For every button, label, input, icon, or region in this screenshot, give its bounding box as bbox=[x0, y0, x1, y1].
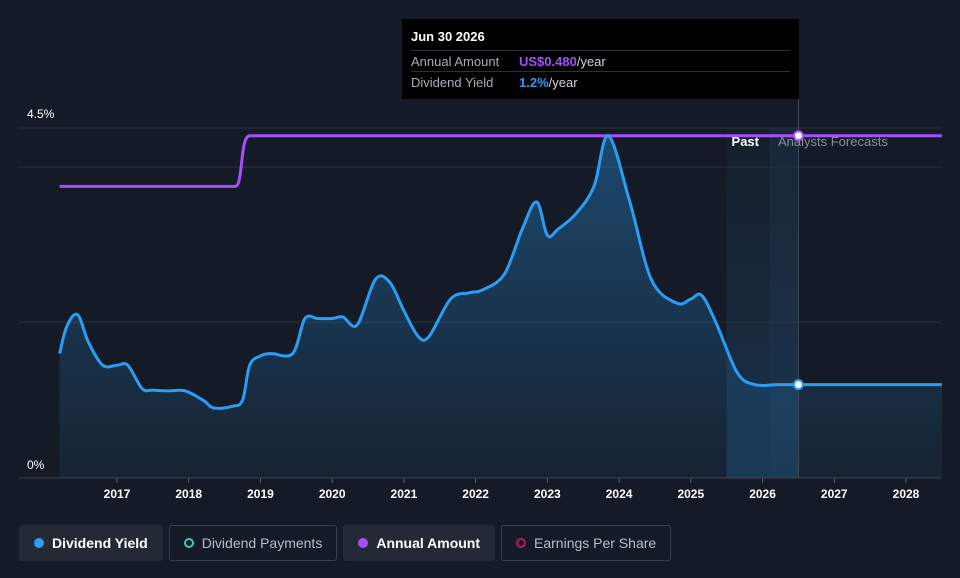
x-tick-label: 2026 bbox=[749, 487, 776, 501]
legend-annual-amount[interactable]: Annual Amount bbox=[343, 525, 496, 561]
chart-legend: Dividend Yield Dividend Payments Annual … bbox=[19, 525, 672, 561]
tooltip-dividend-yield-label: Dividend Yield bbox=[411, 74, 494, 90]
annual-amount-dot-icon bbox=[358, 538, 369, 548]
x-tick-label: 2023 bbox=[534, 487, 561, 501]
tooltip-row-annual-amount: Annual Amount US$0.480 /year bbox=[411, 50, 790, 71]
tooltip-dividend-yield-value: 1.2% bbox=[519, 74, 549, 90]
chart-svg: 2017 2018 2019 2020 2021 2022 2023 2024 2025 2026… bbox=[19, 99, 942, 501]
x-tick-label: 2020 bbox=[319, 487, 346, 501]
tooltip-dividend-yield-unit: /year bbox=[548, 74, 578, 90]
tooltip-date: Jun 30 2026 bbox=[411, 29, 485, 44]
annual-amount-marker bbox=[792, 130, 804, 142]
tooltip-annual-amount-label: Annual Amount bbox=[411, 53, 500, 69]
x-tick-label: 2019 bbox=[247, 487, 274, 501]
y-tick-bottom: 0% bbox=[27, 458, 45, 472]
legend-dividend-payments-label: Dividend Payments bbox=[201, 535, 323, 551]
legend-dividend-yield[interactable]: Dividend Yield bbox=[19, 525, 163, 561]
dividend-yield-line bbox=[58, 134, 942, 410]
forecast-region-label: Analysts Forecasts bbox=[778, 134, 888, 149]
tooltip-annual-amount-unit: /year bbox=[576, 53, 606, 69]
earnings-per-share-ring-icon bbox=[516, 538, 527, 548]
dividend-yield-dot-icon bbox=[34, 538, 44, 548]
annual-amount-line bbox=[59, 134, 942, 188]
legend-dividend-yield-label: Dividend Yield bbox=[52, 535, 148, 551]
legend-annual-amount-label: Annual Amount bbox=[376, 535, 481, 551]
x-tick-label: 2017 bbox=[104, 487, 131, 501]
dividend-chart: 2017 2018 2019 2020 2021 2022 2023 2024 2025 2026… bbox=[19, 99, 942, 501]
x-tick-label: 2021 bbox=[391, 487, 418, 501]
x-tick-label: 2022 bbox=[462, 487, 489, 501]
x-tick-label: 2024 bbox=[606, 487, 633, 501]
x-tick-label: 2018 bbox=[175, 487, 202, 501]
legend-earnings-per-share[interactable]: Earnings Per Share bbox=[501, 525, 672, 561]
tooltip-annual-amount-value: US$0.480 bbox=[519, 53, 577, 69]
tooltip-row-dividend-yield: Dividend Yield 1.2% /year bbox=[411, 71, 790, 92]
dividend-payments-ring-icon bbox=[183, 538, 194, 548]
dividend-yield-marker bbox=[792, 379, 804, 391]
y-tick-top: 4.5% bbox=[27, 107, 55, 121]
past-region-label: Past bbox=[732, 134, 760, 149]
x-tick-label: 2028 bbox=[893, 487, 920, 501]
legend-earnings-per-share-label: Earnings Per Share bbox=[534, 535, 657, 551]
chart-tooltip: Jun 30 2026 Annual Amount US$0.480 /year… bbox=[402, 19, 799, 99]
x-tick-label: 2027 bbox=[821, 487, 848, 501]
x-tick-label: 2025 bbox=[677, 487, 704, 501]
legend-dividend-payments[interactable]: Dividend Payments bbox=[168, 525, 338, 561]
dividend-yield-area bbox=[59, 135, 942, 479]
